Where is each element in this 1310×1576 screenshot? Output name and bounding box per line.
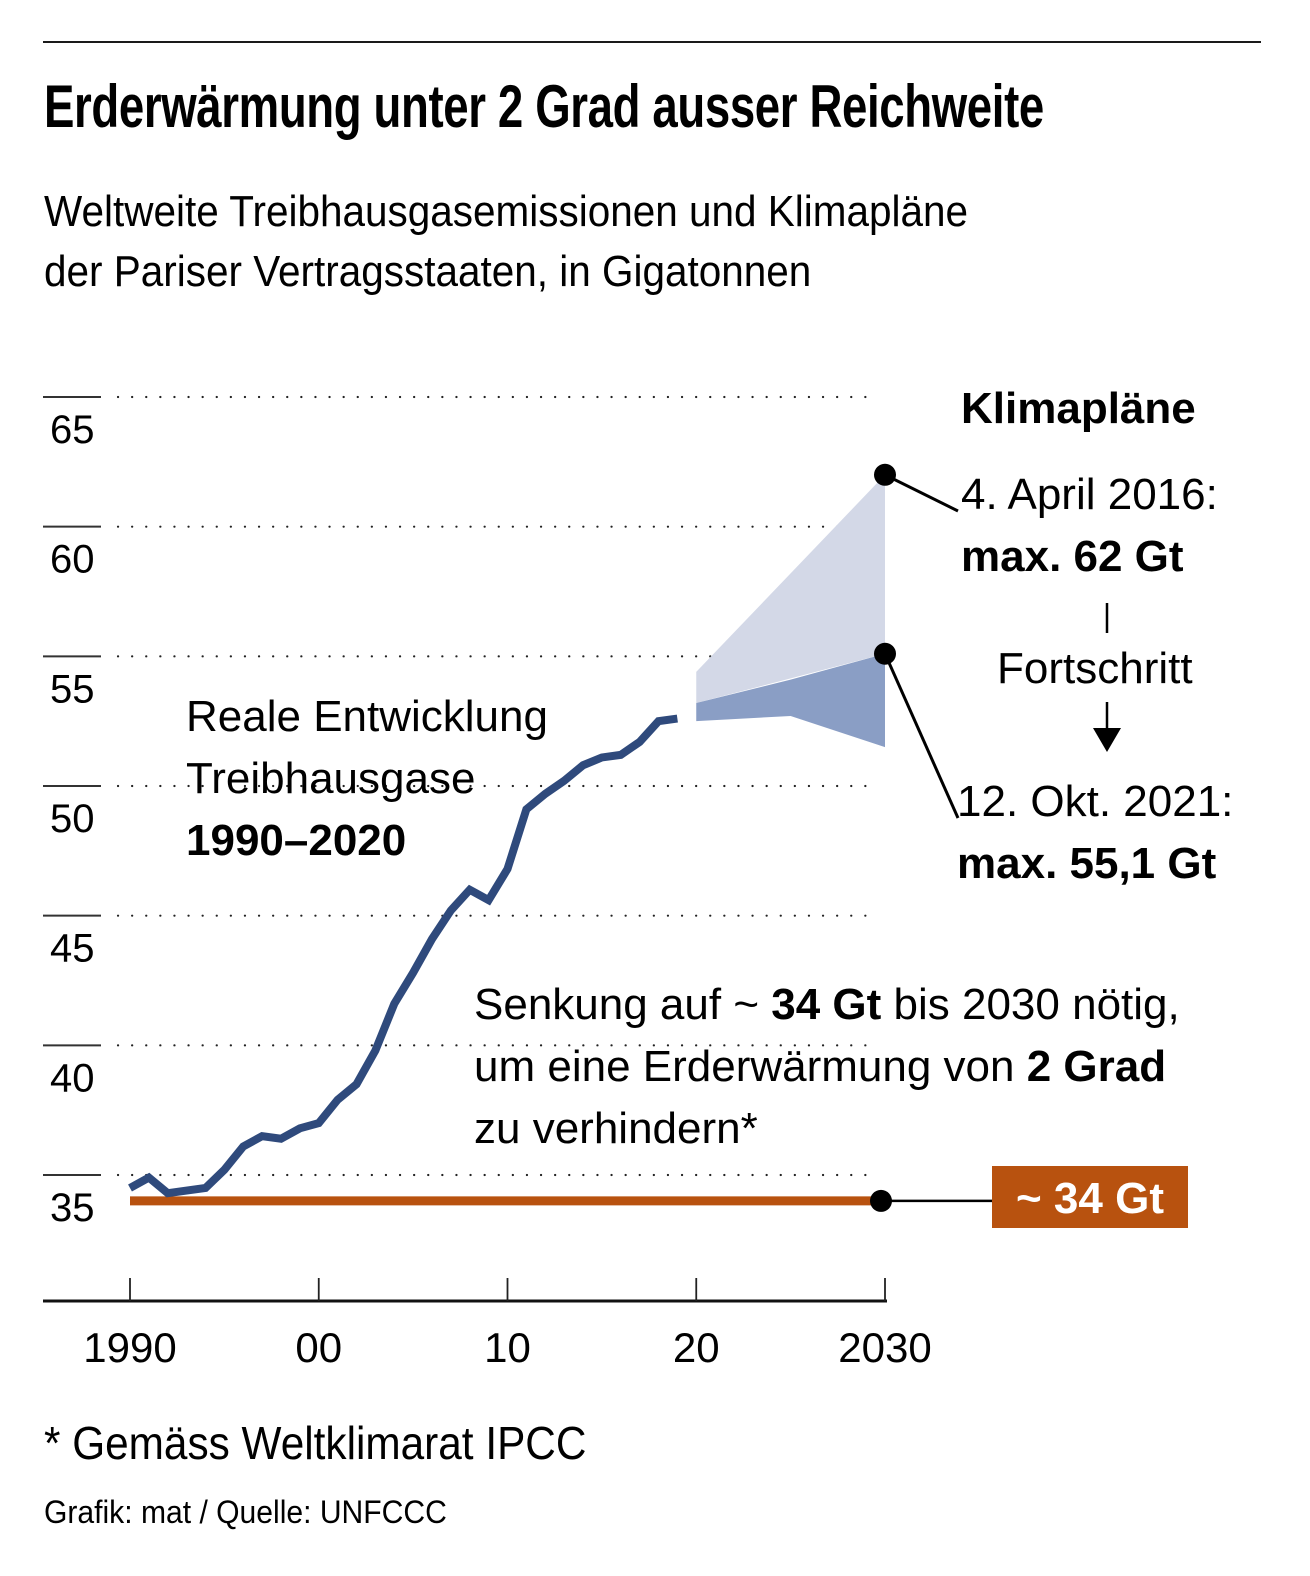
x-axis: 1990 00 10 20 2030 <box>43 1278 932 1371</box>
chart-subtitle: Weltweite Treibhausgasemissionen und Kli… <box>44 182 968 302</box>
target-text: Senkung auf ~ <box>474 980 772 1029</box>
y-tick-label: 65 <box>50 408 95 452</box>
plan-2021-date: 12. Okt. 2021: <box>957 777 1234 826</box>
y-tick-label: 45 <box>50 927 95 971</box>
target-marker <box>870 1189 892 1212</box>
gridlines <box>116 395 880 1177</box>
x-tick-label: 1990 <box>83 1324 176 1371</box>
target-text: bis 2030 nötig, <box>881 980 1180 1029</box>
plan-2016-date: 4. April 2016: <box>961 470 1218 519</box>
marker-layer: ~ 34 Gt <box>870 463 1188 1228</box>
y-tick-label: 60 <box>50 538 95 582</box>
real-label-line-3: 1990–2020 <box>186 816 407 865</box>
chart-title: Erderwärmung unter 2 Grad ausser Reichwe… <box>44 73 1044 140</box>
plan-2021-value: max. 55,1 Gt <box>957 839 1217 888</box>
plans-heading: Klimapläne <box>961 384 1196 433</box>
target-tag-label: ~ 34 Gt <box>1016 1174 1164 1223</box>
target-line-2: um eine Erderwärmung von 2 Grad <box>474 1036 1180 1098</box>
subtitle-line-1: Weltweite Treibhausgasemissionen und Kli… <box>44 187 969 236</box>
x-tick-label: 00 <box>295 1324 342 1371</box>
real-label-line-1: Reale Entwicklung <box>186 692 548 741</box>
target-line-3: zu verhindern* <box>474 1104 758 1153</box>
target-value-emphasis: 34 Gt <box>771 980 882 1029</box>
target-tag-box <box>992 1166 1188 1228</box>
x-tick-label: 2030 <box>838 1324 931 1371</box>
target-degree-emphasis: 2 Grad <box>1026 1042 1167 1091</box>
plan-2016-connector <box>884 473 959 513</box>
plan-2021-marker <box>874 642 896 665</box>
plan-2021-connector <box>883 653 960 819</box>
x-tick-label: 10 <box>484 1324 531 1371</box>
top-rule <box>43 41 1261 43</box>
y-tick-label: 40 <box>50 1056 95 1100</box>
target-text: um eine Erderwärmung von <box>474 1042 1027 1091</box>
y-tick-label: 55 <box>50 667 95 711</box>
footnote: * Gemäss Weltklimarat IPCC <box>44 1417 587 1469</box>
plan-bands <box>696 474 885 748</box>
y-tick-label: 35 <box>50 1186 95 1230</box>
emissions-line <box>128 714 678 1198</box>
arrow-down-icon <box>1093 728 1121 752</box>
progress-label: Fortschritt <box>997 644 1193 693</box>
y-axis: 65 60 55 50 45 40 35 <box>43 396 101 1230</box>
series-layer <box>128 714 885 1206</box>
plan-band-2021 <box>696 653 885 748</box>
plan-2016-marker <box>874 463 896 486</box>
target-line-1: Senkung auf ~ 34 Gt bis 2030 nötig, <box>474 974 1180 1036</box>
plan-band-2016 <box>696 474 885 704</box>
subtitle-line-2: der Pariser Vertragsstaaten, in Gigatonn… <box>44 247 812 296</box>
source-credit: Grafik: mat / Quelle: UNFCCC <box>44 1494 447 1530</box>
plan-2016-value: max. 62 Gt <box>961 532 1184 581</box>
target-description: Senkung auf ~ 34 Gt bis 2030 nötig, um e… <box>474 974 1180 1160</box>
real-label-line-2: Treibhausgase <box>186 754 476 803</box>
y-tick-label: 50 <box>50 797 95 841</box>
x-tick-label: 20 <box>673 1324 720 1371</box>
real-emissions-label: Reale Entwicklung Treibhausgase 1990–202… <box>186 686 548 872</box>
